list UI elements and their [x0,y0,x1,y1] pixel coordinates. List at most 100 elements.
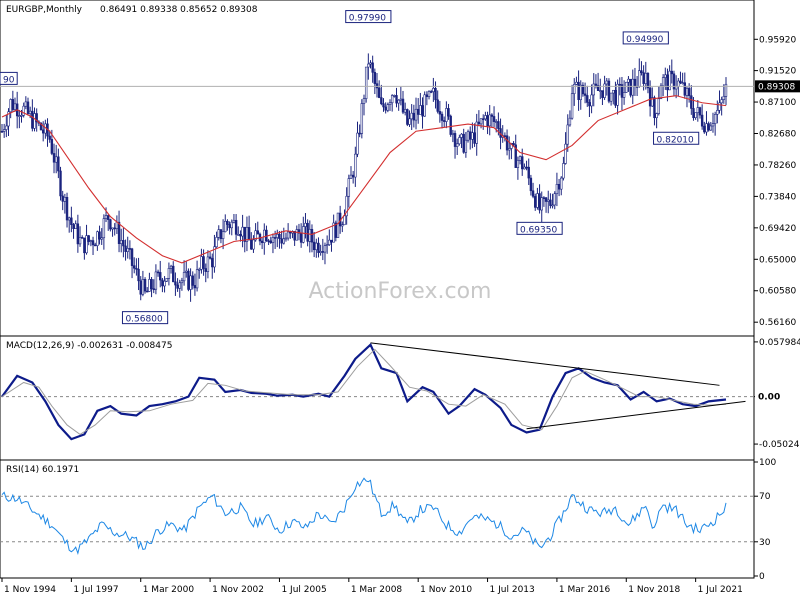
candle-body [677,80,680,87]
candle-body [711,123,715,127]
candle-body [388,102,392,106]
candle-body [700,114,704,127]
candle-body [380,97,383,105]
candle-body [596,85,600,92]
y-tick-label: 0.65000 [759,255,796,265]
macd-title: MACD(12,26,9) -0.002631 -0.008475 [6,341,172,351]
candle-body [475,121,478,144]
rsi-title: RSI(14) 60.1971 [6,465,79,475]
x-tick-label: 1 Nov 2002 [212,585,264,595]
candle-body [594,83,598,86]
candle-body [206,256,210,272]
candle-body [694,112,697,118]
candle-body [85,235,88,254]
candle-body [124,245,127,252]
rsi-series [0,477,754,556]
candle-body [599,90,602,92]
candle-body [356,132,359,155]
candle-body [122,240,125,247]
candle-body [282,238,285,244]
annotation-label: 0.82010 [657,135,694,145]
candle-body [83,237,86,254]
candle-body [382,103,385,108]
candle-body [347,178,351,197]
candle-body [399,98,403,101]
candle-body [2,129,6,132]
candle-body [52,153,56,163]
candle-body [354,153,357,178]
x-tick-label: 1 Nov 2010 [420,585,472,595]
candle-body [33,113,36,129]
candle-body [377,87,381,98]
candle-body [707,123,710,131]
candle-body [646,72,650,89]
candle-body [230,221,233,229]
candle-body [531,190,535,197]
candle-body [28,110,32,114]
candle-body [67,217,71,221]
candle-body [451,133,455,135]
candle-body [107,215,110,220]
candle-body [573,84,576,94]
candle-body [98,231,101,240]
candle-body [549,199,552,206]
candle-body [234,219,238,235]
candle-body [254,230,257,241]
candle-body [81,237,84,239]
candle-body [542,197,546,199]
candle-body [690,95,693,109]
candle-body [247,227,251,241]
candle-body [581,84,585,95]
candle-body [39,122,43,131]
candle-body [371,62,374,73]
rsi-panel: 100 70 30 0 RSI(14) 60.1971 [0,458,776,582]
candle-body [358,132,361,135]
candle-body [41,129,45,134]
candle-body [217,229,220,238]
price-annotation: 0.69350 [516,221,563,235]
candle-body [479,118,483,125]
candle-body [547,199,550,202]
macd-panel-frame [0,335,755,461]
candle-body [497,121,500,129]
candle-body [642,72,645,84]
candle-body [508,148,511,151]
candle-body [638,70,641,87]
candle-body [91,240,95,246]
candle-body [232,219,236,223]
candle-body [0,130,4,133]
price-y-axis: 0.95920 0.91520 0.87100 0.82680 0.78260 0.738… [754,35,796,328]
x-tick-label: 1 Nov 1994 [4,585,56,595]
price-annotation: 90 [0,71,18,85]
candle-body [423,94,426,117]
candle-body [306,222,309,242]
candle-body [128,248,132,250]
moving-average-line [1,95,727,264]
x-axis: 1 Nov 1994 1 Jul 1997 1 Mar 2000 1 Nov 2002… [1,578,743,595]
candle-body [174,281,177,286]
candle-body [492,116,496,122]
candle-body [644,72,647,84]
candle-body [7,111,10,127]
candle-body [440,113,444,121]
candle-body [202,256,205,269]
candle-body [616,83,619,106]
candle-body [375,83,379,89]
candle-body [664,74,667,78]
signal-line [1,348,727,436]
candle-body [525,166,528,169]
annotation-box [0,71,18,85]
candle-body [286,231,290,239]
annotation-box [345,10,392,24]
candle-body [486,115,489,127]
candle-body [143,279,147,292]
candle-body [18,115,21,117]
price-annotation: 0.94990 [622,31,669,45]
candle-body [243,226,246,242]
candle-body [429,91,433,93]
current-price-label: 0.89308 [758,82,795,92]
candle-body [698,107,702,116]
candle-body [432,87,435,92]
candle-body [408,118,411,125]
